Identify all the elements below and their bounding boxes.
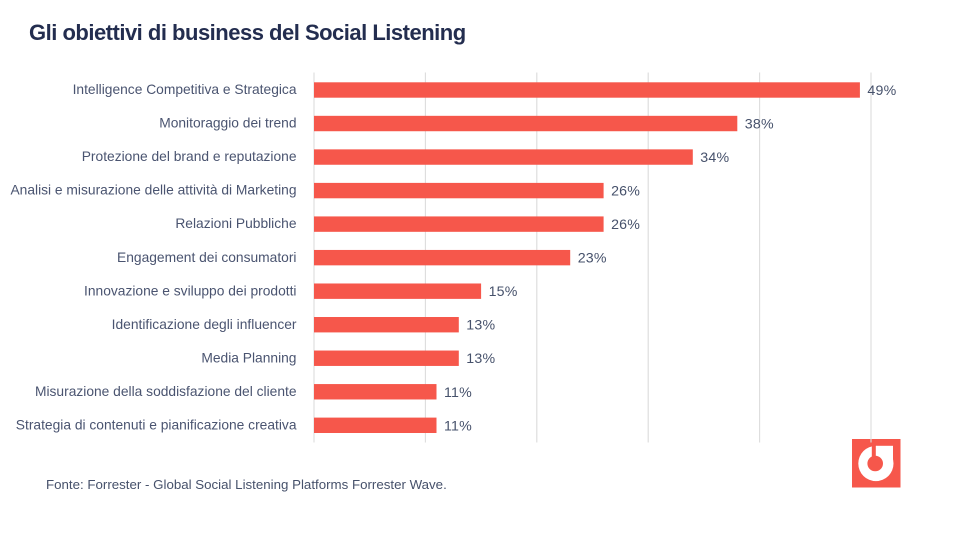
- svg-text:11%: 11%: [444, 418, 472, 434]
- svg-text:Engagement dei consumatori: Engagement dei consumatori: [117, 250, 296, 265]
- svg-text:Intelligence Competitiva e Str: Intelligence Competitiva e Strategica: [73, 82, 297, 97]
- svg-text:26%: 26%: [611, 184, 640, 200]
- svg-text:Gli obiettivi di business del: Gli obiettivi di business del Social Lis…: [29, 20, 466, 45]
- svg-text:Strategia di contenuti e piani: Strategia di contenuti e pianificazione …: [16, 417, 297, 432]
- svg-text:49%: 49%: [867, 83, 896, 99]
- svg-text:Innovazione e sviluppo dei pro: Innovazione e sviluppo dei prodotti: [84, 283, 296, 298]
- svg-text:Fonte: Forrester - Global Soci: Fonte: Forrester - Global Social Listeni…: [46, 477, 447, 492]
- svg-text:38%: 38%: [745, 117, 774, 133]
- svg-text:34%: 34%: [700, 150, 729, 166]
- svg-text:26%: 26%: [611, 217, 640, 233]
- svg-text:13%: 13%: [466, 318, 495, 334]
- svg-text:Protezione del brand e reputaz: Protezione del brand e reputazione: [82, 149, 297, 164]
- svg-text:Misurazione della soddisfazion: Misurazione della soddisfazione del clie…: [35, 384, 297, 399]
- svg-text:Media Planning: Media Planning: [201, 350, 296, 365]
- svg-text:23%: 23%: [578, 251, 607, 267]
- svg-text:Monitoraggio dei trend: Monitoraggio dei trend: [159, 116, 296, 131]
- svg-text:13%: 13%: [466, 351, 495, 367]
- svg-text:Analisi e misurazione delle at: Analisi e misurazione delle attività di …: [10, 183, 296, 198]
- svg-text:Identificazione degli influenc: Identificazione degli influencer: [112, 317, 297, 332]
- svg-text:Relazioni Pubbliche: Relazioni Pubbliche: [175, 216, 297, 231]
- svg-text:11%: 11%: [444, 385, 472, 401]
- svg-text:15%: 15%: [489, 284, 518, 300]
